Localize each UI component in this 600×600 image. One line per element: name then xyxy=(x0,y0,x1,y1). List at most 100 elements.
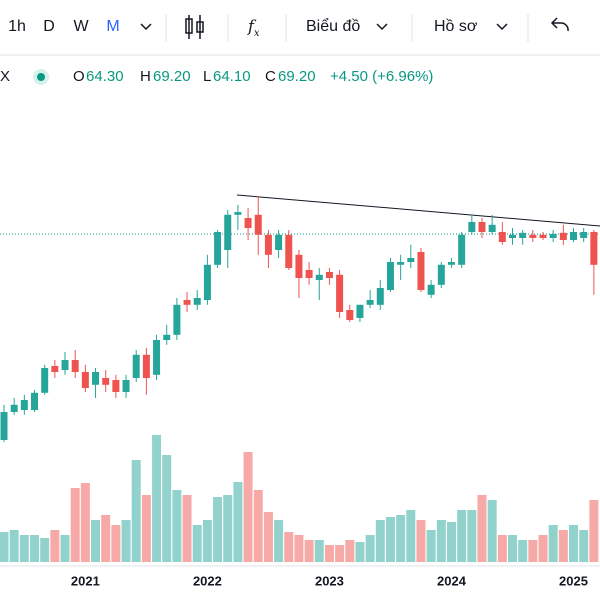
volume-bar xyxy=(30,535,40,562)
legend-key: O xyxy=(73,68,85,85)
interval-button[interactable]: W xyxy=(73,18,89,35)
candle-body xyxy=(376,288,384,305)
candle-icon[interactable] xyxy=(185,15,204,39)
candle-body xyxy=(529,234,537,238)
volume-bar xyxy=(538,535,548,562)
candle-body xyxy=(325,272,333,278)
candle-body xyxy=(244,218,252,228)
volume-bar xyxy=(182,495,192,562)
candle-body xyxy=(336,274,344,312)
profile-menu[interactable]: Hồ sơ xyxy=(434,18,478,35)
trend-line[interactable] xyxy=(236,194,600,227)
candle-body xyxy=(264,234,272,255)
candle-body xyxy=(112,380,120,392)
volume-bar xyxy=(355,542,365,562)
volume-bar xyxy=(385,517,395,562)
volume-bar xyxy=(274,520,284,562)
volume-bar xyxy=(172,490,182,562)
candle-body xyxy=(346,310,354,320)
candle-body xyxy=(214,232,222,265)
interval-button[interactable]: 1h xyxy=(8,18,26,35)
candle-body xyxy=(468,222,476,232)
candle-body xyxy=(285,234,293,268)
candle-body xyxy=(407,258,415,262)
candle-body xyxy=(224,214,232,250)
volume-bar xyxy=(213,497,223,562)
candle-body xyxy=(10,404,18,412)
volume-bar xyxy=(121,520,131,562)
volume-bar xyxy=(345,540,355,562)
candle-body xyxy=(20,400,28,410)
volume-bar xyxy=(335,545,345,562)
volume-bar xyxy=(579,530,589,562)
candle-body xyxy=(447,262,455,265)
candle-body xyxy=(0,412,8,440)
volume-bar xyxy=(9,530,19,562)
volume-bar xyxy=(406,510,416,562)
volume-bar xyxy=(141,495,151,562)
legend-key: H xyxy=(140,68,151,85)
candle-body xyxy=(519,232,527,238)
volume-bar xyxy=(518,540,528,562)
volume-bar xyxy=(233,482,243,562)
legend-value: 64.30 xyxy=(86,68,124,85)
candle-body xyxy=(509,234,516,238)
candle-body xyxy=(478,222,486,232)
candle-body xyxy=(295,254,303,278)
volume-bar xyxy=(548,525,558,562)
candle-body xyxy=(559,232,567,240)
candle-body xyxy=(132,354,140,378)
volume-bar xyxy=(487,500,497,562)
candle-body xyxy=(234,212,242,215)
volume-bar xyxy=(131,460,141,562)
interval-chevron[interactable] xyxy=(140,23,152,31)
volume-bar xyxy=(50,530,60,562)
chart-menu-chevron[interactable] xyxy=(376,23,388,31)
status-dot xyxy=(37,73,45,81)
volume-bar xyxy=(91,520,101,562)
candle-body xyxy=(275,234,283,250)
candle-body xyxy=(305,270,313,278)
legend-key: C xyxy=(265,68,276,85)
volume-bar xyxy=(467,510,477,562)
candle-body xyxy=(254,214,262,235)
legend-value: 69.20 xyxy=(153,68,191,85)
x-tick-label: 2025 xyxy=(559,573,588,588)
candle-body xyxy=(539,234,547,238)
candle-body xyxy=(366,300,374,305)
interval-button[interactable]: D xyxy=(43,18,55,35)
volume-bar xyxy=(375,520,385,562)
candle-body xyxy=(163,334,171,340)
undo-button[interactable] xyxy=(550,17,569,32)
candle-body xyxy=(31,392,39,410)
candle-body xyxy=(193,298,201,305)
volume-bar xyxy=(0,532,9,562)
volume-bar xyxy=(202,520,212,562)
volume-bar xyxy=(416,520,426,562)
volume-bar xyxy=(284,532,294,562)
x-tick-label: 2022 xyxy=(193,573,222,588)
candle-body xyxy=(458,234,466,265)
chart-menu[interactable]: Biểu đồ xyxy=(306,17,360,35)
volume-bar xyxy=(70,488,80,562)
volume-bar xyxy=(253,490,263,562)
volume-bar xyxy=(396,515,406,562)
symbol: X xyxy=(0,68,10,85)
candle-body xyxy=(102,378,110,385)
x-tick-label: 2021 xyxy=(71,573,100,588)
candle-body xyxy=(61,360,69,370)
candle-body xyxy=(92,372,100,385)
candle-body xyxy=(437,264,445,285)
volume-bar xyxy=(101,515,111,562)
legend-value: 69.20 xyxy=(278,68,316,85)
interval-button[interactable]: M xyxy=(106,18,119,35)
candle-body xyxy=(427,284,435,295)
candle-body xyxy=(122,380,130,392)
profile-menu-chevron[interactable] xyxy=(496,23,508,31)
candle-body xyxy=(397,262,405,265)
candle-body xyxy=(386,262,394,290)
legend-value: 64.10 xyxy=(213,68,251,85)
candle-body xyxy=(41,368,49,393)
